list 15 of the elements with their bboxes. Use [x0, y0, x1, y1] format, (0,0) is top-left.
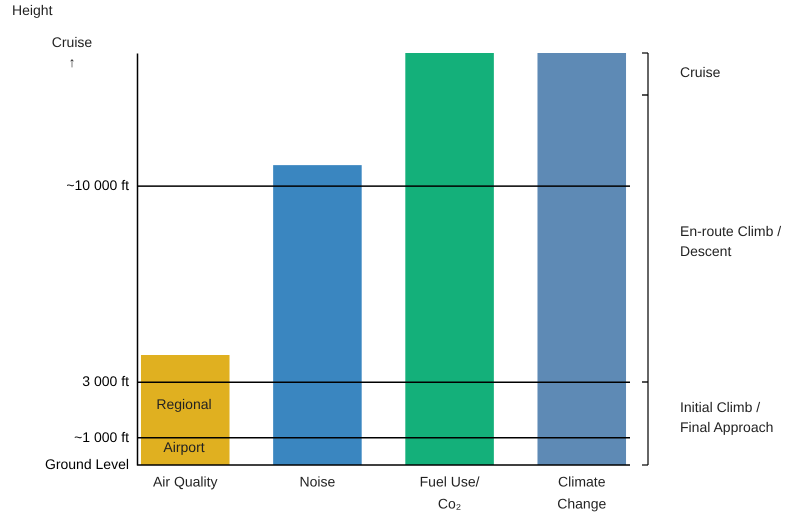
- ref-line-label: ~1 000 ft: [74, 428, 130, 445]
- ref-line-label: 3 000 ft: [82, 373, 130, 390]
- ref-line-label: Ground Level: [44, 456, 129, 472]
- x-tick-label: Fuel Use/ Co₂: [420, 474, 480, 512]
- x-tick-label: Climate Change: [557, 474, 606, 512]
- text: Initial Climb / Final Approach: [680, 399, 774, 435]
- x-tick-label: Air Quality: [152, 474, 218, 490]
- text: Height: [12, 2, 53, 18]
- text: Cruise: [680, 64, 721, 80]
- annotation: Regional: [156, 396, 212, 412]
- text: Cruise ↑: [52, 34, 92, 70]
- x-tick-label: Noise: [300, 474, 336, 490]
- annotation: Airport: [163, 439, 205, 455]
- ref-line-label: ~10 000 ft: [66, 177, 130, 194]
- text: En-route Climb / Descent: [680, 223, 782, 259]
